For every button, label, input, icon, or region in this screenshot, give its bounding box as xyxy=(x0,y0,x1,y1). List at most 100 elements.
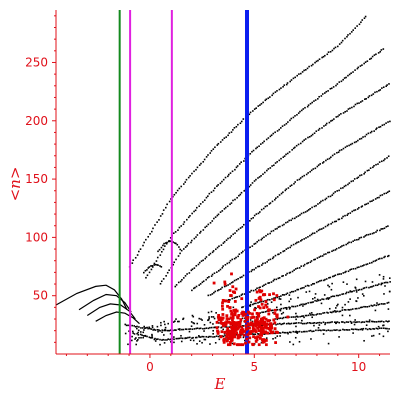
data-point xyxy=(256,241,258,243)
data-point xyxy=(290,184,293,186)
highlight-point xyxy=(236,327,239,331)
highlight-point xyxy=(223,330,227,334)
data-point xyxy=(236,165,239,167)
data-point xyxy=(220,326,222,329)
data-point xyxy=(136,340,138,342)
data-point xyxy=(346,145,348,147)
data-point xyxy=(349,32,351,35)
data-point xyxy=(311,133,314,136)
data-point xyxy=(352,268,355,270)
data-point xyxy=(365,263,367,266)
data-point xyxy=(318,95,320,98)
data-point xyxy=(301,238,303,241)
highlight-point xyxy=(232,342,236,346)
data-point xyxy=(309,301,312,304)
data-point xyxy=(203,338,206,341)
data-point xyxy=(384,285,386,287)
data-point xyxy=(162,278,165,280)
data-point xyxy=(221,210,224,212)
data-point xyxy=(357,139,359,142)
data-point xyxy=(280,87,282,89)
data-point xyxy=(373,232,375,234)
data-point xyxy=(275,306,278,309)
data-point xyxy=(350,328,353,330)
data-point xyxy=(356,307,358,310)
data-point xyxy=(341,306,344,309)
data-point xyxy=(310,134,313,137)
data-point xyxy=(319,280,321,282)
data-point xyxy=(314,167,317,170)
data-point xyxy=(338,321,341,324)
data-point xyxy=(302,303,304,305)
curves-layer xyxy=(55,284,140,325)
data-point xyxy=(341,293,343,296)
data-point xyxy=(172,321,175,323)
data-point xyxy=(341,309,344,311)
data-point xyxy=(259,211,261,213)
data-point xyxy=(310,301,313,304)
highlight-point xyxy=(221,298,225,302)
data-point xyxy=(146,335,148,338)
data-point xyxy=(177,281,180,284)
highlight-point xyxy=(242,311,246,314)
data-point xyxy=(356,102,359,105)
highlight-point xyxy=(219,335,223,339)
data-point xyxy=(330,288,333,291)
data-point xyxy=(219,141,222,143)
highlight-point xyxy=(236,343,239,347)
highlight-point xyxy=(231,314,235,318)
data-point xyxy=(320,322,323,324)
data-point xyxy=(184,181,187,183)
data-point xyxy=(311,313,314,316)
data-point xyxy=(385,225,388,228)
data-point xyxy=(338,149,341,152)
highlight-point xyxy=(234,308,238,312)
highlight-point xyxy=(241,343,245,347)
data-point xyxy=(212,250,215,252)
data-point xyxy=(368,95,371,97)
data-point xyxy=(211,293,214,295)
highlight-point xyxy=(239,343,243,347)
data-point xyxy=(319,228,321,231)
highlight-point xyxy=(263,321,266,324)
data-point xyxy=(146,269,148,271)
data-point xyxy=(211,220,214,222)
data-point xyxy=(209,252,212,255)
data-point xyxy=(297,215,300,217)
data-point xyxy=(325,278,328,280)
data-point xyxy=(241,317,244,320)
data-point xyxy=(328,321,330,324)
data-point xyxy=(235,125,238,128)
data-point xyxy=(358,102,360,104)
data-point xyxy=(137,331,139,334)
data-point xyxy=(252,289,255,292)
data-point xyxy=(337,151,340,154)
data-point xyxy=(132,259,134,261)
data-point xyxy=(293,269,295,271)
data-point xyxy=(291,149,293,151)
data-point xyxy=(356,177,358,180)
data-point xyxy=(354,287,357,289)
data-point xyxy=(354,103,357,106)
data-point xyxy=(368,327,371,330)
highlight-point xyxy=(224,299,228,303)
data-point xyxy=(388,190,391,193)
data-point xyxy=(218,245,220,248)
highlight-point xyxy=(255,290,259,294)
data-point xyxy=(342,187,344,189)
data-point xyxy=(358,266,360,268)
data-point xyxy=(231,170,234,173)
data-point xyxy=(352,240,354,242)
data-point xyxy=(131,324,133,327)
data-point xyxy=(276,227,278,230)
data-point xyxy=(184,328,187,330)
data-point xyxy=(279,252,282,254)
data-point xyxy=(154,329,157,331)
data-point xyxy=(217,326,220,328)
data-point xyxy=(248,185,251,188)
highlight-point xyxy=(229,309,233,313)
data-point xyxy=(241,306,243,309)
data-point xyxy=(282,311,285,314)
curve-line xyxy=(78,293,132,313)
data-point xyxy=(322,227,325,229)
